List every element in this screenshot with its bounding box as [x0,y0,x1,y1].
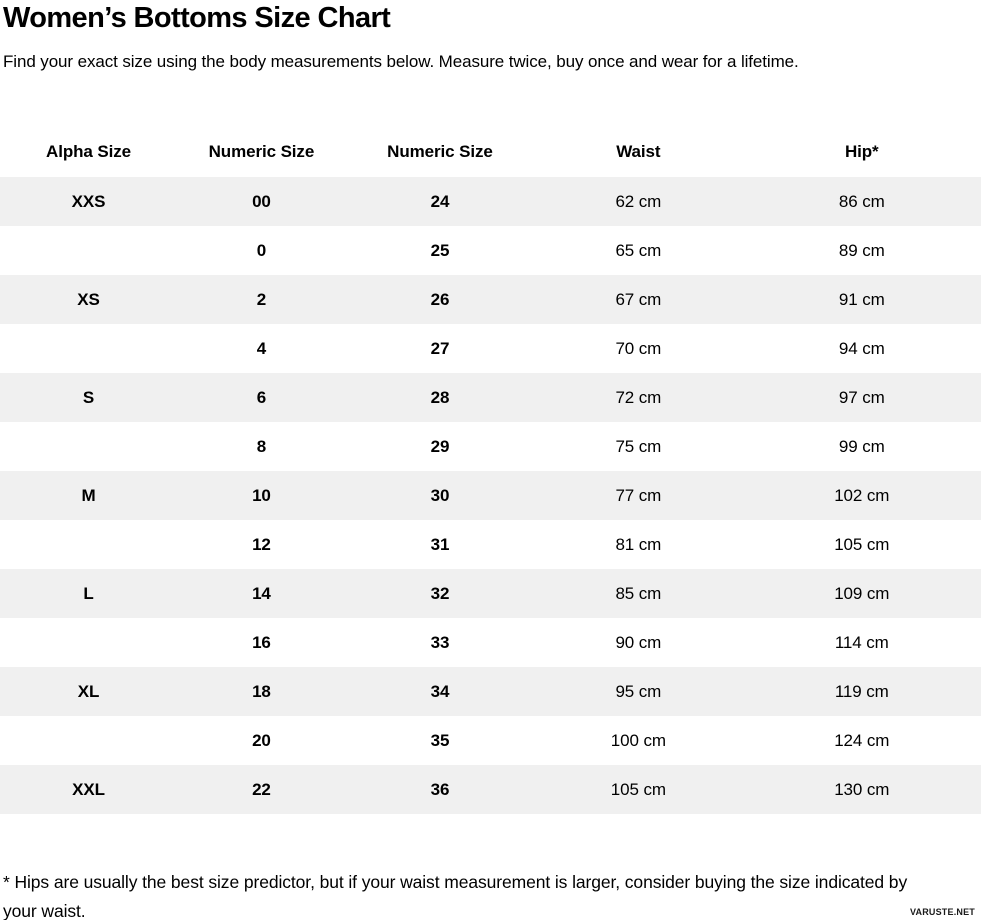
table-row: 0 25 65 cm 89 cm [0,226,981,275]
table-cell: 81 cm [615,534,662,554]
table-cell: 62 cm [615,191,662,211]
table-cell: M [81,485,96,505]
table-row: 8 29 75 cm 99 cm [0,422,981,471]
table-cell: 70 cm [615,338,662,358]
table-row: XL 18 34 95 cm 119 cm [0,667,981,717]
table-row: 12 31 81 cm 105 cm [0,520,981,569]
table-cell: 26 [430,289,450,309]
table-cell: 2 [256,289,267,309]
table-cell: 29 [430,436,450,456]
table-cell: 0 [256,240,267,260]
table-cell: 72 cm [615,387,662,407]
table-cell: 89 cm [838,240,885,260]
table-cell: 22 [252,779,271,799]
table-cell: 99 cm [838,436,885,456]
table-cell: L [83,583,94,603]
table-cell: 86 cm [838,191,885,211]
table-cell: 24 [430,191,450,211]
table-cell: 90 cm [615,632,662,652]
table-cell: 119 cm [834,681,889,701]
table-cell: 16 [252,632,271,652]
table-cell: 102 cm [834,485,890,505]
table-cell: XXL [72,779,105,799]
table-cell: 109 cm [834,583,890,603]
table-row: 4 27 70 cm 94 cm [0,324,981,373]
table-cell: 94 cm [838,338,885,358]
table-row: 16 33 90 cm 114 cm [0,618,981,667]
table-cell: 12 [252,534,271,554]
table-cell: 25 [430,240,450,260]
table-row: 20 35 100 cm 124 cm [0,716,981,765]
table-cell: 95 cm [615,681,662,701]
table-cell: 130 cm [834,779,890,799]
page-title: Women’s Bottoms Size Chart [3,2,391,34]
column-header-0: Alpha Size [46,142,132,162]
table-row: L 14 32 85 cm 109 cm [0,569,981,619]
table-row: XXS 00 24 62 cm 86 cm [0,177,981,227]
table-cell: 8 [256,436,267,456]
size-chart-table: Alpha Size Numeric Size Numeric Size Waist H… [0,127,981,815]
table-cell: 75 cm [615,436,662,456]
table-cell: S [82,387,95,407]
table-cell: XL [77,681,100,701]
table-cell: 30 [430,485,450,505]
footnote: * Hips are usually the best size predict… [3,872,908,920]
table-cell: 6 [256,387,267,407]
table-cell: 36 [430,779,450,799]
table-row: M 10 30 77 cm 102 cm [0,471,981,521]
table-cell: 65 cm [615,240,662,260]
table-cell: 91 cm [838,289,885,309]
column-header-2: Numeric Size [387,142,493,162]
watermark: VARUSTE.NET [909,907,975,917]
table-cell: 100 cm [610,730,666,750]
column-header-1: Numeric Size [208,142,315,162]
table-cell: 27 [430,338,450,358]
table-cell: 124 cm [834,730,890,750]
table-cell: 97 cm [838,387,885,407]
table-cell: 105 cm [834,534,890,554]
table-cell: 00 [252,191,271,211]
table-cell: 4 [256,338,267,358]
table-cell: 105 cm [610,779,666,799]
size-table-header-row: Alpha Size Numeric Size Numeric Size Waist H… [0,127,981,177]
table-row: S 6 28 72 cm 97 cm [0,373,981,423]
column-header-4: Hip* [844,142,879,162]
table-cell: 18 [252,681,271,701]
size-table-body: XXS 00 24 62 cm 86 cm 0 25 65 cm 89 cm XS 2 26 67 cm… [0,177,981,815]
table-cell: 20 [252,730,271,750]
column-header-3: Waist [616,142,661,162]
page-subtitle: Find your exact size using the body meas… [3,52,799,72]
table-cell: 28 [430,387,450,407]
table-cell: 114 cm [834,632,889,652]
table-cell: XS [77,289,100,309]
table-cell: 77 cm [615,485,662,505]
table-cell: 32 [430,583,450,603]
table-row: XXL 22 36 105 cm 130 cm [0,765,981,815]
table-cell: 67 cm [615,289,662,309]
table-cell: 10 [252,485,271,505]
table-row: XS 2 26 67 cm 91 cm [0,275,981,325]
table-cell: 33 [430,632,450,652]
table-cell: XXS [71,191,106,211]
table-cell: 34 [430,681,450,701]
table-cell: 14 [252,583,271,603]
table-cell: 35 [430,730,450,750]
table-cell: 31 [430,534,450,554]
table-cell: 85 cm [615,583,662,603]
